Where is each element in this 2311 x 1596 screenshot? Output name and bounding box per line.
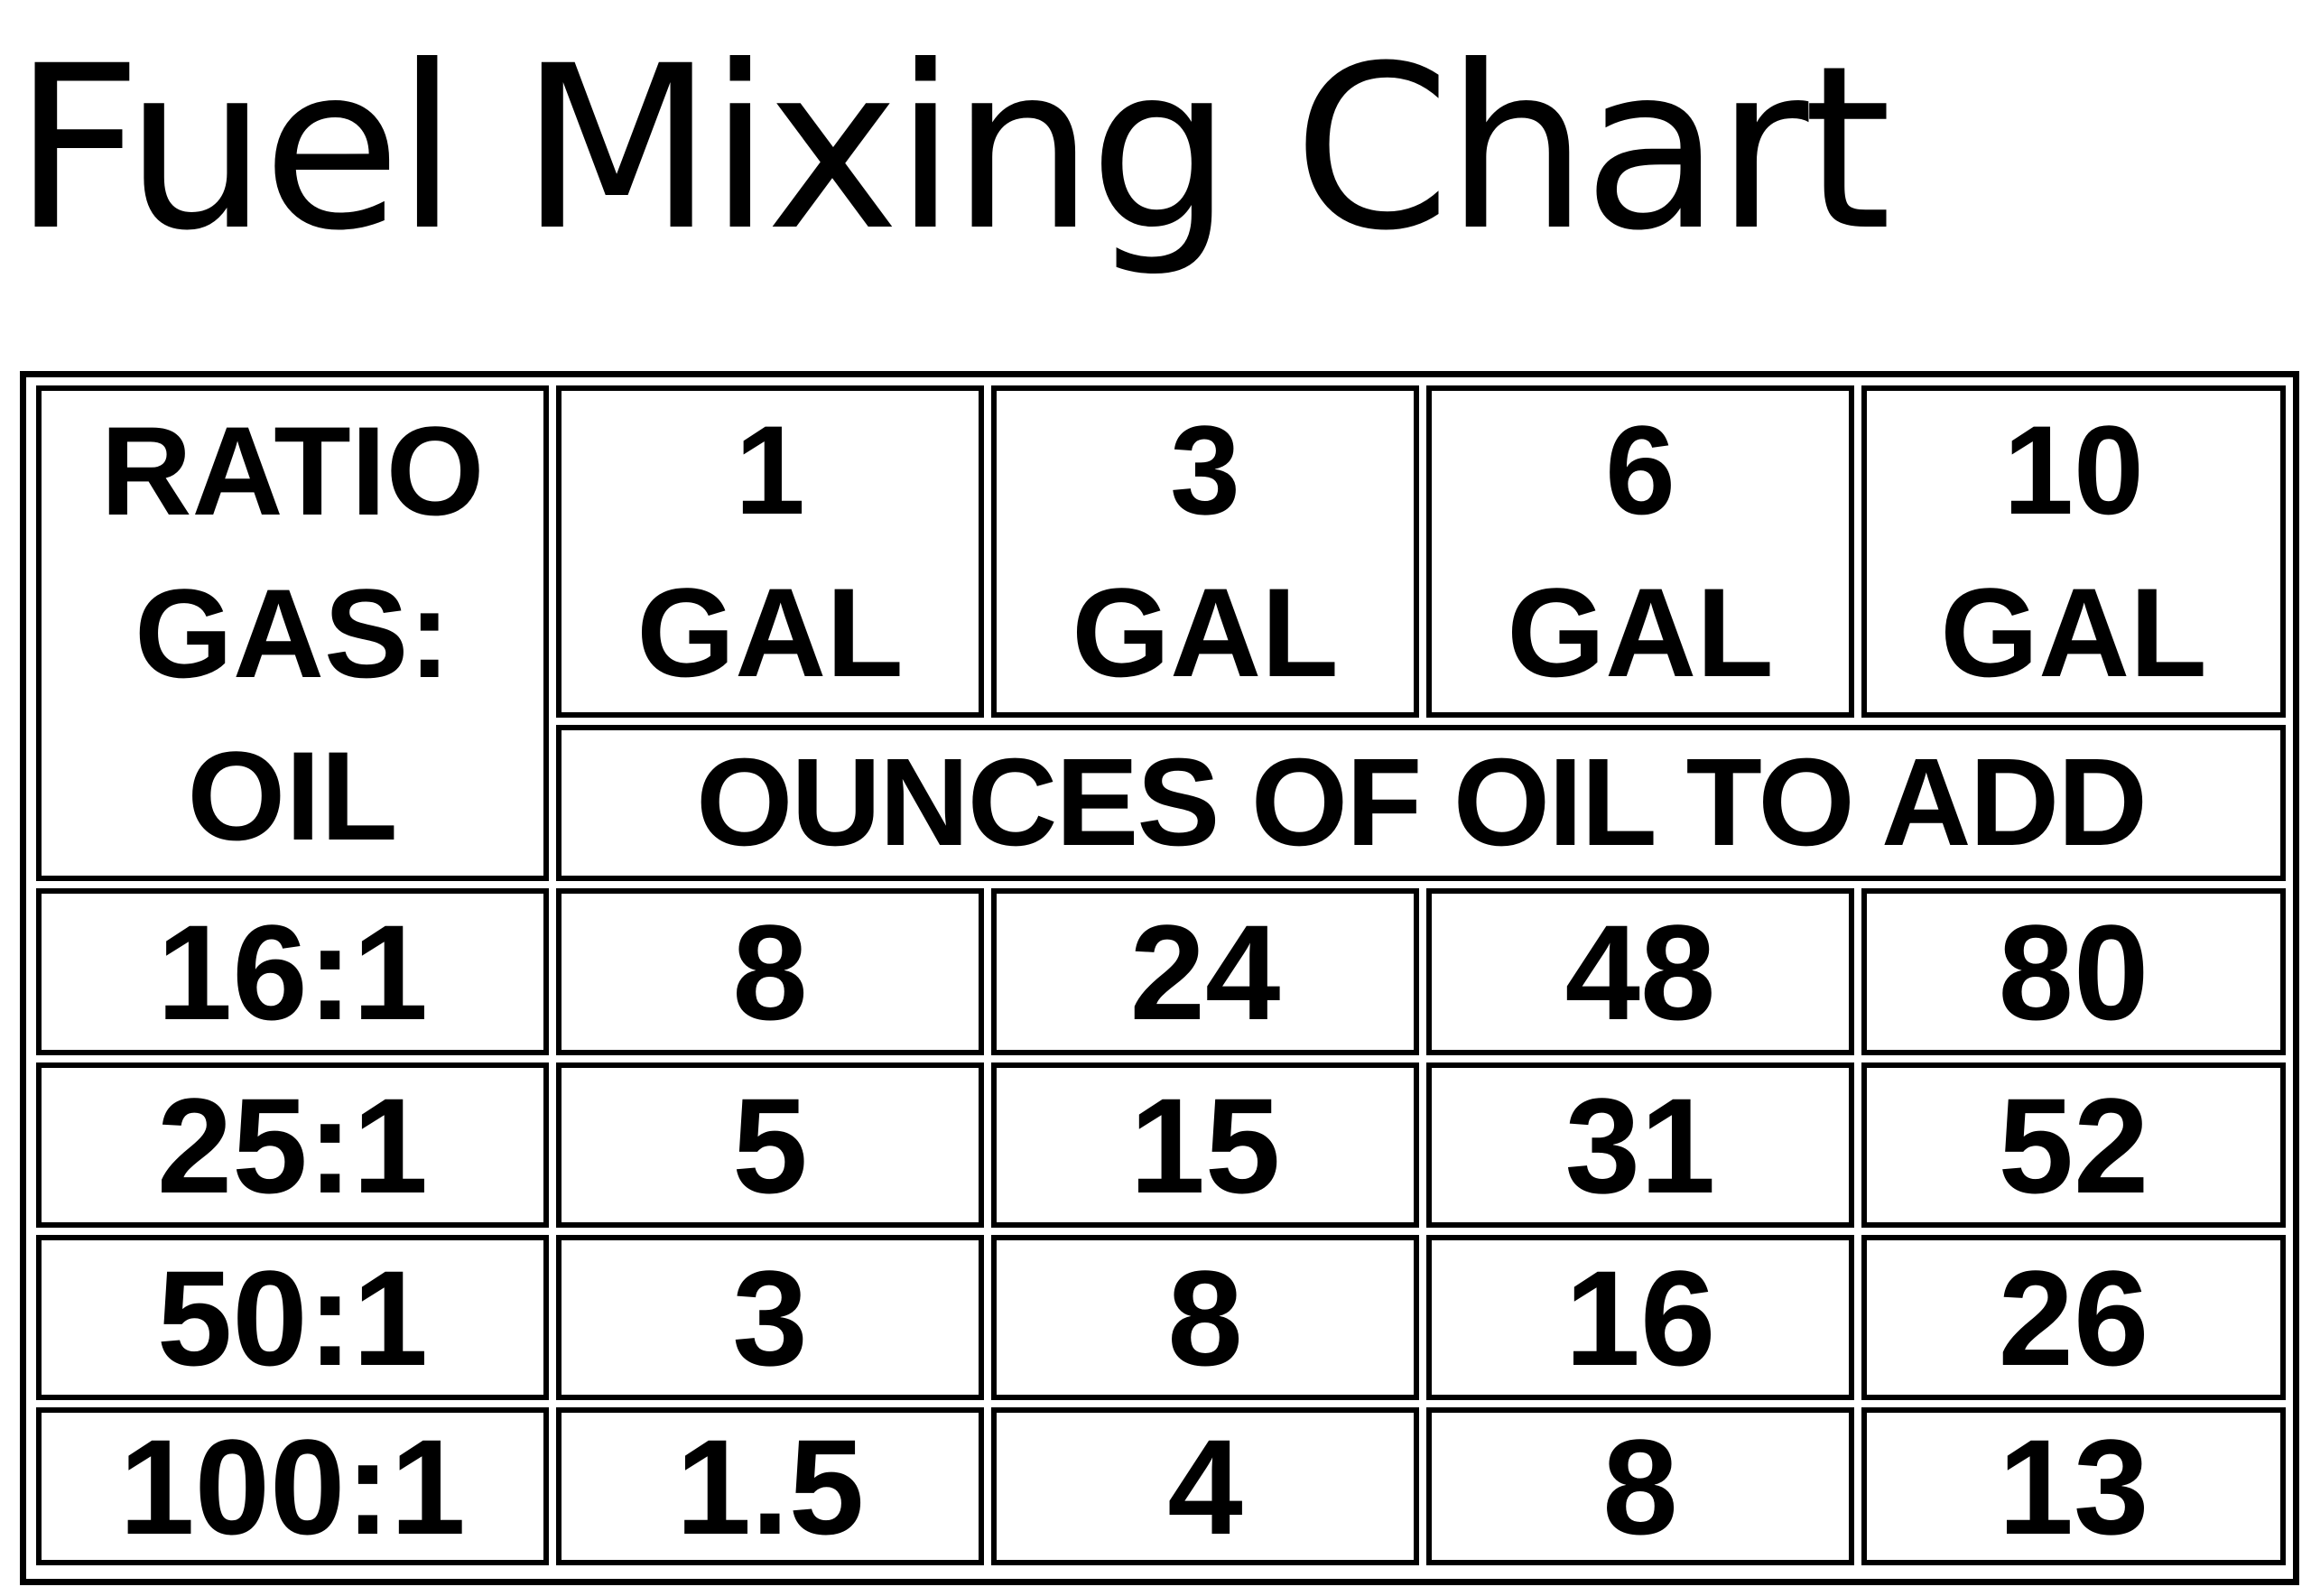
- cell-text: OUNCES OF OIL TO ADD: [696, 733, 2148, 872]
- table-cell: 5: [556, 1062, 984, 1228]
- table-cell: 8: [556, 888, 984, 1055]
- table-cell: 16: [1426, 1235, 1854, 1400]
- cell-text: GAL: [1940, 561, 2207, 703]
- row-label: 50:1: [36, 1235, 549, 1400]
- cell-text: 31: [1564, 1069, 1716, 1221]
- table-frame: [20, 371, 2299, 1585]
- cell-text: 16:1: [156, 895, 429, 1048]
- subheader: OUNCES OF OIL TO ADD: [556, 725, 2286, 881]
- cell-text: 25:1: [156, 1069, 429, 1221]
- table-cell: 80: [1861, 888, 2286, 1055]
- cell-text: 80: [1998, 895, 2149, 1048]
- cell-text: GAL: [1072, 561, 1339, 703]
- column-header: 1 GAL: [556, 385, 984, 718]
- table-cell: 26: [1861, 1235, 2286, 1400]
- cell-text: 24: [1129, 895, 1281, 1048]
- cell-text: GAL: [636, 561, 904, 703]
- cell-text: 3: [732, 1241, 808, 1394]
- table-cell: 48: [1426, 888, 1854, 1055]
- cell-text: 13: [1998, 1410, 2149, 1563]
- cell-text: 3: [1170, 399, 1240, 541]
- table-cell: 4: [991, 1407, 1419, 1565]
- cell-text: 48: [1564, 895, 1716, 1048]
- cell-text: 16: [1564, 1241, 1716, 1394]
- cell-text: 15: [1129, 1069, 1281, 1221]
- cell-text: 10: [2003, 399, 2144, 541]
- cell-text: 52: [1998, 1069, 2149, 1221]
- cell-text: 100:1: [119, 1410, 466, 1563]
- cell-text: RATIO: [100, 399, 485, 542]
- table-cell: 24: [991, 888, 1419, 1055]
- cell-text: 1: [735, 399, 805, 541]
- ratio-header: RATIO GAS: OIL: [36, 385, 549, 881]
- cell-text: 8: [1602, 1410, 1678, 1563]
- cell-text: OIL: [187, 724, 398, 867]
- table-cell: 3: [556, 1235, 984, 1400]
- column-header: 3 GAL: [991, 385, 1419, 718]
- page-title: Fuel Mixing Chart: [13, 17, 1891, 280]
- cell-text: 8: [1167, 1241, 1243, 1394]
- cell-text: 4: [1167, 1410, 1243, 1563]
- cell-text: 6: [1605, 399, 1675, 541]
- row-label: 25:1: [36, 1062, 549, 1228]
- column-header: 10 GAL: [1861, 385, 2286, 718]
- row-label: 100:1: [36, 1407, 549, 1565]
- table-cell: 52: [1861, 1062, 2286, 1228]
- column-header: 6 GAL: [1426, 385, 1854, 718]
- cell-text: GAS:: [135, 561, 450, 704]
- table-cell: 15: [991, 1062, 1419, 1228]
- cell-text: 8: [732, 895, 808, 1048]
- cell-text: GAL: [1507, 561, 1774, 703]
- table-cell: 8: [991, 1235, 1419, 1400]
- cell-text: 5: [732, 1069, 808, 1221]
- cell-text: 1.5: [675, 1410, 865, 1563]
- row-label: 16:1: [36, 888, 549, 1055]
- table-cell: 8: [1426, 1407, 1854, 1565]
- table-cell: 13: [1861, 1407, 2286, 1565]
- cell-text: 50:1: [156, 1241, 429, 1394]
- table-cell: 31: [1426, 1062, 1854, 1228]
- table-cell: 1.5: [556, 1407, 984, 1565]
- cell-text: 26: [1998, 1241, 2149, 1394]
